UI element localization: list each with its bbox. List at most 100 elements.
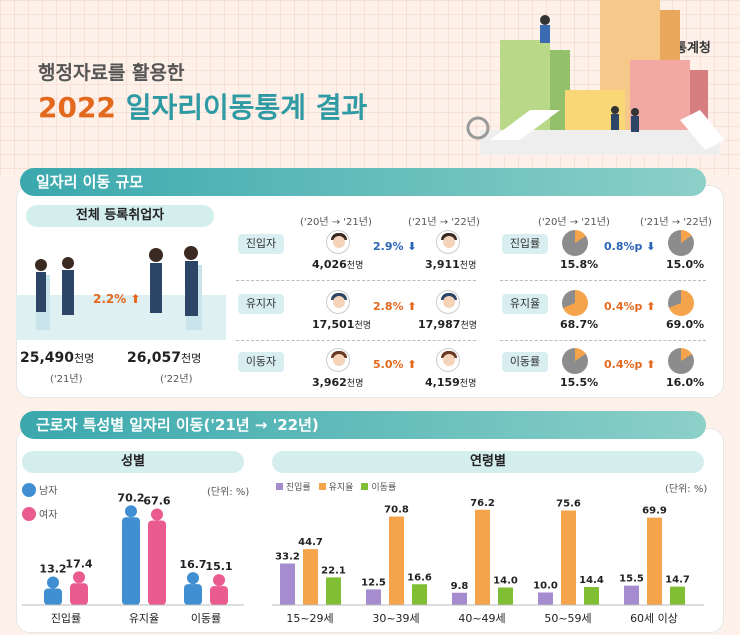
person-head-icon: [47, 576, 59, 589]
rate-2021: 15.5%: [560, 376, 599, 389]
gender-bar-value: 13.2: [39, 563, 66, 576]
value-2021: 3,962천명: [312, 376, 364, 389]
rate-label: 진입률: [502, 234, 548, 254]
age-bar: [538, 592, 553, 605]
age-bar: [561, 510, 576, 605]
age-bar-value: 12.5: [361, 577, 386, 588]
up-arrow-icon: ⬆: [407, 300, 417, 313]
row-label: 진입자: [238, 234, 284, 254]
gender-bar: [122, 517, 140, 605]
legend-keep-rate: 유지율: [318, 480, 353, 493]
age-bar-value: 14.4: [579, 575, 604, 586]
rate-2022: 15.0%: [666, 258, 705, 271]
column-header-20-21: ('20년 → '21년): [300, 217, 372, 228]
rate-2021: 68.7%: [560, 318, 599, 331]
rate-pie-2022: [668, 230, 694, 256]
age-bar: [389, 516, 404, 605]
legend-swatch: [361, 483, 369, 490]
value-2021: 17,501천명: [312, 318, 372, 331]
rate-pie-2021: [562, 348, 588, 374]
rate-change: 0.8%p ⬇: [604, 240, 656, 253]
age-bar-value: 16.6: [407, 572, 432, 583]
page-subtitle: 행정자료를 활용한: [38, 62, 185, 84]
gender-bar-value: 17.4: [65, 557, 92, 570]
value-2022: 4,159천명: [425, 376, 477, 389]
row-label: 유지자: [238, 294, 284, 314]
age-bar-chart: 33.2 44.7 22.1 15~29세 12.5 70.8 16.6 30~39세 9.8 7…: [272, 498, 704, 625]
age-chart-title: 연령별: [272, 451, 704, 473]
person-icon: [326, 290, 350, 314]
person-icon: [436, 348, 460, 372]
male-person-icon: [22, 482, 36, 497]
logo-text: 통계청: [675, 40, 711, 56]
age-bar: [647, 517, 662, 605]
row-divider: [236, 280, 476, 281]
gender-bar-value: 15.1: [205, 560, 232, 573]
registered-2022-value: 26,057천명: [127, 350, 202, 366]
person-head-icon: [187, 572, 199, 585]
person-icon: [436, 230, 460, 254]
person-head-icon: [125, 505, 137, 518]
rate-change: 0.4%p ⬆: [604, 300, 656, 313]
age-category-label: 40~49세: [458, 612, 505, 625]
gender-category-label: 진입률: [51, 612, 81, 625]
legend-swatch: [276, 483, 283, 490]
age-bar: [670, 586, 685, 605]
row-divider: [500, 340, 706, 341]
rate-pie-2022: [668, 348, 694, 374]
up-arrow-icon: ⬆: [646, 300, 656, 313]
age-bar: [584, 587, 599, 605]
age-category-label: 60세 이상: [630, 612, 678, 625]
row-divider: [500, 280, 706, 281]
registered-2022-label: ('22년): [160, 374, 193, 385]
gender-bar: [44, 588, 62, 605]
rate-change: 0.4%p ⬆: [604, 358, 656, 371]
down-arrow-icon: ⬇: [407, 240, 417, 253]
legend-swatch: [318, 483, 326, 490]
up-arrow-icon: ⬆: [646, 358, 656, 371]
value-2022: 3,911천명: [425, 258, 477, 271]
rate-column-header-20-21: ('20년 → '21년): [538, 217, 610, 228]
legend-move-rate: 이동률: [361, 480, 396, 493]
rate-pie-2021: [562, 290, 588, 316]
rate-2022: 69.0%: [666, 318, 705, 331]
header-illustration: [466, 0, 725, 155]
registered-change: 2.2% ⬆: [93, 292, 141, 306]
age-bar: [366, 589, 381, 605]
person-icon: [326, 230, 350, 254]
female-person-icon: [22, 506, 36, 521]
value-2021: 4,026천명: [312, 258, 364, 271]
gender-category-label: 이동률: [191, 612, 221, 625]
age-bar-value: 10.0: [533, 581, 558, 592]
row-divider: [236, 340, 476, 341]
page-title: 2022 일자리이동통계 결과: [38, 86, 367, 126]
gender-unit-note: (단위: %): [207, 487, 250, 498]
age-bar-value: 70.8: [384, 505, 409, 516]
age-category-label: 50~59세: [544, 612, 591, 625]
change-value: 5.0% ⬆: [373, 358, 417, 371]
rate-pie-2021: [562, 230, 588, 256]
age-bar-value: 9.8: [451, 581, 469, 592]
person-icon: [436, 290, 460, 314]
age-bar: [412, 584, 427, 605]
person-head-icon: [151, 508, 163, 521]
age-bar: [452, 592, 467, 605]
age-unit-note: (단위: %): [665, 484, 708, 495]
rate-label: 이동률: [502, 352, 548, 372]
gender-bar-value: 67.6: [143, 495, 170, 508]
title-year: 2022: [38, 91, 116, 124]
gender-bar: [210, 586, 228, 605]
age-bar-value: 44.7: [298, 537, 323, 548]
gender-bar: [184, 584, 202, 605]
gender-bar-chart: 13.217.4 진입률 70.267.6 유지율 16.715.1 이동률: [22, 491, 244, 625]
down-arrow-icon: ⬇: [646, 240, 656, 253]
gender-category-label: 유지율: [129, 612, 159, 625]
age-bar: [475, 509, 490, 605]
registered-2021-label: ('21년): [50, 374, 83, 385]
person-head-icon: [73, 571, 85, 584]
age-bar: [498, 587, 513, 605]
age-bar-value: 14.7: [665, 575, 690, 586]
gender-bar-value: 70.2: [117, 491, 144, 504]
age-bar-value: 15.5: [619, 574, 644, 585]
age-bar-value: 22.1: [321, 565, 346, 576]
